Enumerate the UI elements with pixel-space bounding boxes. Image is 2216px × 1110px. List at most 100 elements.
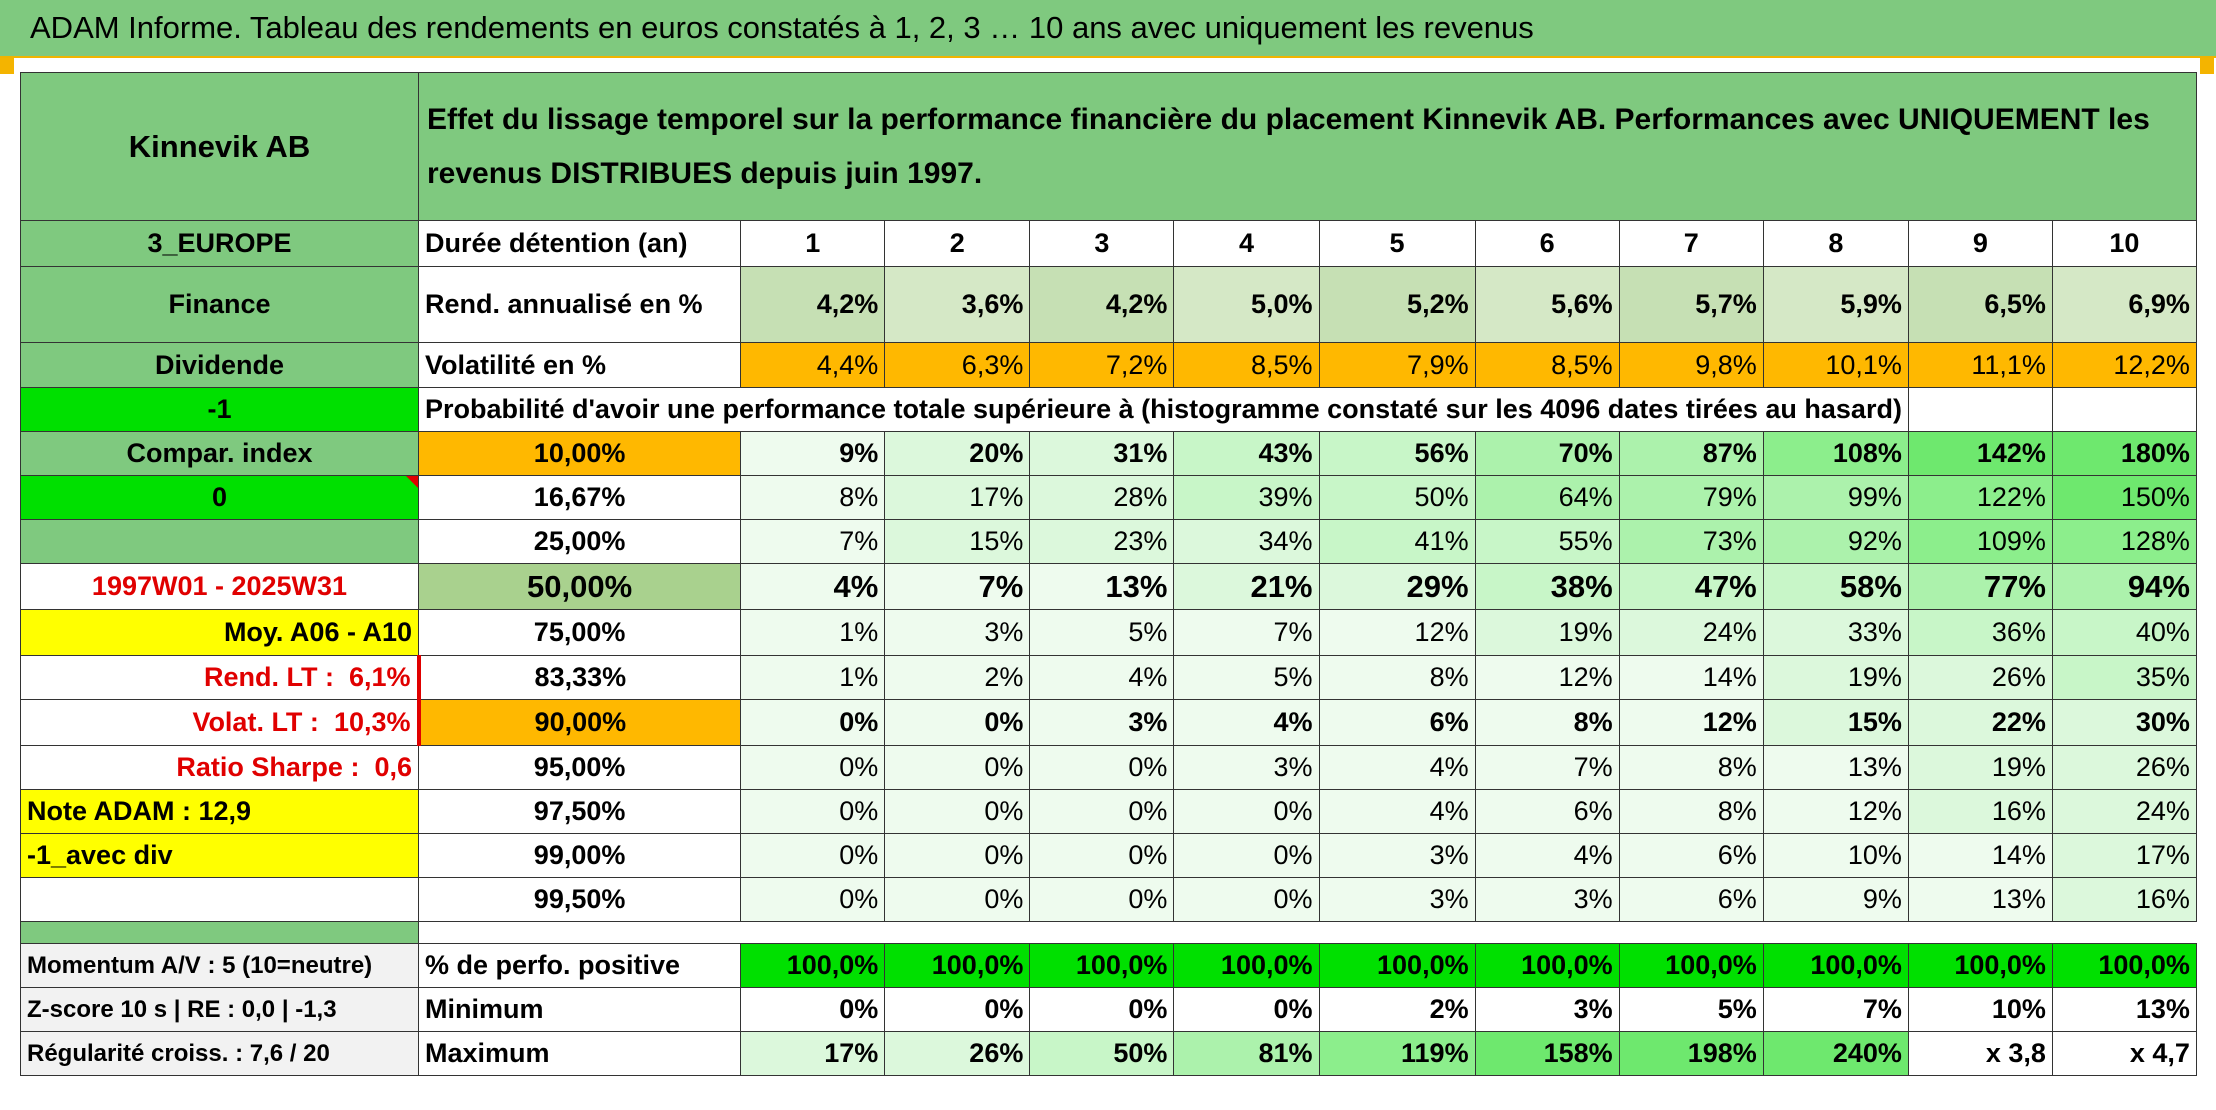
left-marker: [0, 58, 14, 74]
prob-value: 77%: [1907, 563, 2053, 610]
prob-value: 0%: [1029, 877, 1175, 922]
prob-value: 0%: [884, 745, 1031, 790]
rend-value: 6,9%: [2051, 266, 2197, 343]
prob-value: 41%: [1318, 519, 1476, 564]
sharpe-value: 0,6: [374, 752, 412, 782]
prob-row: 0 16,67% 8% 17% 28% 39% 50% 64% 79% 99% 122% 150%: [20, 475, 2197, 520]
prob-value: 7%: [740, 519, 886, 564]
prob-value: 0%: [1029, 789, 1175, 834]
prob-value: 5%: [1029, 609, 1175, 656]
prob-value: 8%: [1474, 699, 1620, 746]
prob-value: 38%: [1474, 563, 1620, 610]
prob-value: 24%: [1618, 609, 1764, 656]
rend-label: Rend. annualisé en %: [417, 266, 742, 343]
signal-1: -1: [20, 387, 419, 432]
pos-value: 100,0%: [1907, 943, 2053, 988]
min-value: 10%: [1907, 987, 2053, 1032]
rend-value: 5,0%: [1173, 266, 1320, 343]
table-body: Kinnevik AB Effet du lissage temporel sur…: [20, 72, 2197, 1076]
prob-value: 7%: [1474, 745, 1620, 790]
prob-value: 22%: [1907, 699, 2053, 746]
moy-label: Moy. A06 - A10: [20, 609, 419, 656]
prob-value: 3%: [1173, 745, 1320, 790]
prob-value: 0%: [1029, 745, 1175, 790]
prob-value: 8%: [1618, 745, 1764, 790]
rend-row: Finance Rend. annualisé en % 4,2% 3,6% 4,2% 5…: [20, 266, 2197, 343]
momentum-label: Momentum A/V : 5 (10=neutre): [20, 943, 419, 988]
prob-value: 12%: [1762, 789, 1909, 834]
max-value: 119%: [1318, 1031, 1476, 1076]
compar-index-label: Compar. index: [20, 431, 419, 476]
side-empty: [20, 519, 419, 564]
prob-value: 0%: [1173, 833, 1320, 878]
prob-value: 36%: [1907, 609, 2053, 656]
prob-value: 26%: [1907, 655, 2053, 700]
prob-value: 17%: [884, 475, 1031, 520]
prob-value: 14%: [1907, 833, 2053, 878]
note-adam: Note ADAM : 12,9: [20, 789, 419, 834]
prob-threshold: 25,00%: [417, 519, 742, 564]
prob-row: Ratio Sharpe : 0,6 95,00% 0% 0% 0% 3% 4% 7% 8% 13…: [20, 745, 2197, 790]
year-header: 1: [740, 220, 886, 267]
vol-value: 10,1%: [1762, 342, 1909, 388]
prob-row: Moy. A06 - A10 75,00% 1% 3% 5% 7% 12% 19% 24% 33%…: [20, 609, 2197, 656]
rend-value: 6,5%: [1907, 266, 2053, 343]
prob-value: 5%: [1173, 655, 1320, 700]
prob-value: 0%: [740, 877, 886, 922]
pos-value: 100,0%: [1762, 943, 1909, 988]
prob-value: 0%: [740, 745, 886, 790]
prob-value: 26%: [2051, 745, 2197, 790]
signal-2: 0: [20, 475, 419, 520]
rend-lt-value: 6,1%: [348, 662, 411, 692]
vol-value: 12,2%: [2051, 342, 2197, 388]
prob-value: 128%: [2051, 519, 2197, 564]
prob-row: -1_avec div 99,00% 0% 0% 0% 0% 3% 4% 6% 10% 14% 17%: [20, 833, 2197, 878]
prob-threshold: 10,00%: [417, 431, 742, 476]
prob-value: 23%: [1029, 519, 1175, 564]
prob-value: 8%: [1318, 655, 1476, 700]
prob-row: Rend. LT : 6,1% 83,33% 1% 2% 4% 5% 8% 12% 14% 19%…: [20, 655, 2197, 700]
prob-value: 0%: [740, 833, 886, 878]
max-value: 17%: [740, 1031, 886, 1076]
prob-value: 2%: [884, 655, 1031, 700]
min-value: 0%: [1029, 987, 1175, 1032]
prob-value: 19%: [1762, 655, 1909, 700]
prob-value: 0%: [740, 699, 886, 746]
prob-value: 40%: [2051, 609, 2197, 656]
vol-value: 11,1%: [1907, 342, 2053, 388]
prob-value: 4%: [1318, 789, 1476, 834]
volat-lt-value: 10,3%: [333, 707, 411, 737]
prob-value: 87%: [1618, 431, 1764, 476]
pos-value: 100,0%: [1318, 943, 1476, 988]
pos-value: 100,0%: [1618, 943, 1764, 988]
min-row: Z-score 10 s | RE : 0,0 | -1,3 Minimum 0% 0…: [20, 987, 2197, 1032]
rend-value: 4,2%: [1029, 266, 1175, 343]
year-header: 2: [884, 220, 1031, 267]
region-label: 3_EUROPE: [20, 220, 419, 267]
prob-threshold: 95,00%: [417, 745, 742, 790]
prob-value: 109%: [1907, 519, 2053, 564]
min-value: 0%: [1173, 987, 1320, 1032]
prob-value: 4%: [1474, 833, 1620, 878]
max-value: 240%: [1762, 1031, 1909, 1076]
prob-value: 16%: [2051, 877, 2197, 922]
min-value: 0%: [884, 987, 1031, 1032]
zscore-label: Z-score 10 s | RE : 0,0 | -1,3: [20, 987, 419, 1032]
pos-value: 100,0%: [2051, 943, 2197, 988]
prob-value: 3%: [1318, 833, 1476, 878]
prob-value: 8%: [740, 475, 886, 520]
page-title: ADAM Informe. Tableau des rendements en …: [30, 10, 1534, 45]
prob-value: 142%: [1907, 431, 2053, 476]
prob-value: 0%: [740, 789, 886, 834]
prob-value: 13%: [1762, 745, 1909, 790]
table-description: Effet du lissage temporel sur la perform…: [418, 72, 2197, 221]
prob-value: 70%: [1474, 431, 1620, 476]
prob-value: 108%: [1762, 431, 1909, 476]
prob-value: 13%: [1907, 877, 2053, 922]
prob-value: 0%: [1173, 789, 1320, 834]
spacer-row: [20, 921, 2197, 944]
vol-value: 9,8%: [1618, 342, 1764, 388]
max-value: x 3,8: [1907, 1031, 2053, 1076]
year-header: 10: [2051, 220, 2197, 267]
prob-value: 19%: [1474, 609, 1620, 656]
